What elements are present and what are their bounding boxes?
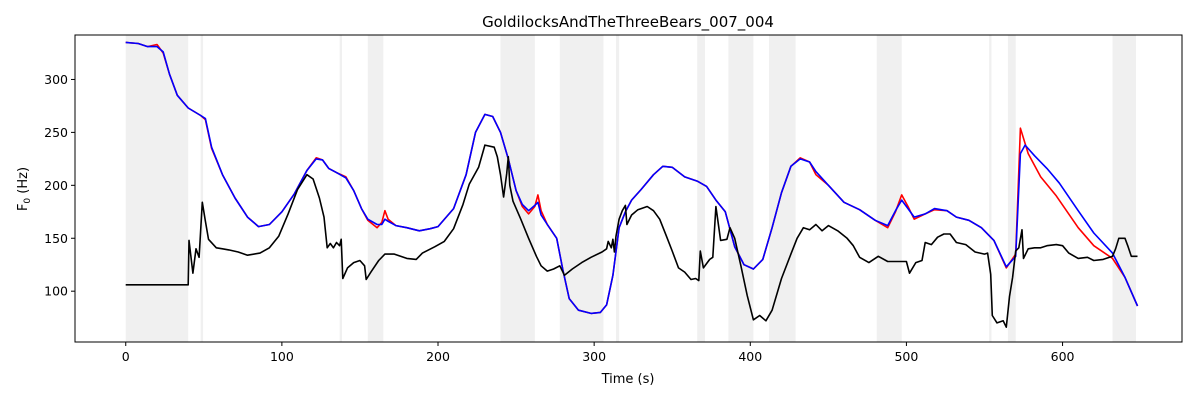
y-axis-ticks: 100 150 200 250 300 — [44, 72, 75, 299]
y-tick-label: 250 — [44, 125, 68, 140]
x-tick-label: 400 — [738, 349, 762, 364]
x-tick-label: 0 — [122, 349, 130, 364]
y-axis-label-main: F — [16, 204, 31, 211]
series-line-0 — [125, 41, 1139, 315]
y-tick-label: 100 — [44, 284, 68, 299]
shaded-region-3 — [367, 35, 384, 342]
series-line-1 — [125, 41, 1139, 315]
y-axis-label-sub: 0 — [23, 198, 33, 204]
unvoiced-shading-regions — [125, 35, 1136, 342]
shaded-region-6 — [616, 35, 620, 342]
shaded-region-11 — [989, 35, 992, 342]
y-axis-label-rest: (Hz) — [16, 167, 31, 198]
shaded-region-1 — [200, 35, 204, 342]
x-tick-label: 100 — [270, 349, 294, 364]
shaded-region-2 — [339, 35, 342, 342]
y-axis-label: F0 (Hz) — [16, 167, 33, 211]
shaded-region-10 — [876, 35, 902, 342]
shaded-region-4 — [500, 35, 535, 342]
x-axis-ticks: 0 100 200 300 400 500 600 — [122, 342, 1075, 364]
x-tick-label: 500 — [894, 349, 918, 364]
shaded-region-5 — [559, 35, 604, 342]
x-tick-label: 200 — [426, 349, 450, 364]
shaded-region-0 — [125, 35, 189, 342]
shaded-region-12 — [1007, 35, 1016, 342]
shaded-region-8 — [728, 35, 754, 342]
axes-frame — [74, 34, 1183, 343]
y-tick-label: 200 — [44, 178, 68, 193]
x-axis-label: Time (s) — [601, 372, 655, 387]
y-tick-label: 300 — [44, 72, 68, 87]
chart-title: GoldilocksAndTheThreeBears_007_004 — [482, 13, 774, 32]
x-tick-label: 300 — [582, 349, 606, 364]
x-tick-label: 600 — [1051, 349, 1075, 364]
series-line-2 — [125, 144, 1138, 328]
shaded-region-7 — [697, 35, 706, 342]
series-lines — [125, 41, 1139, 328]
y-tick-label: 150 — [44, 231, 68, 246]
